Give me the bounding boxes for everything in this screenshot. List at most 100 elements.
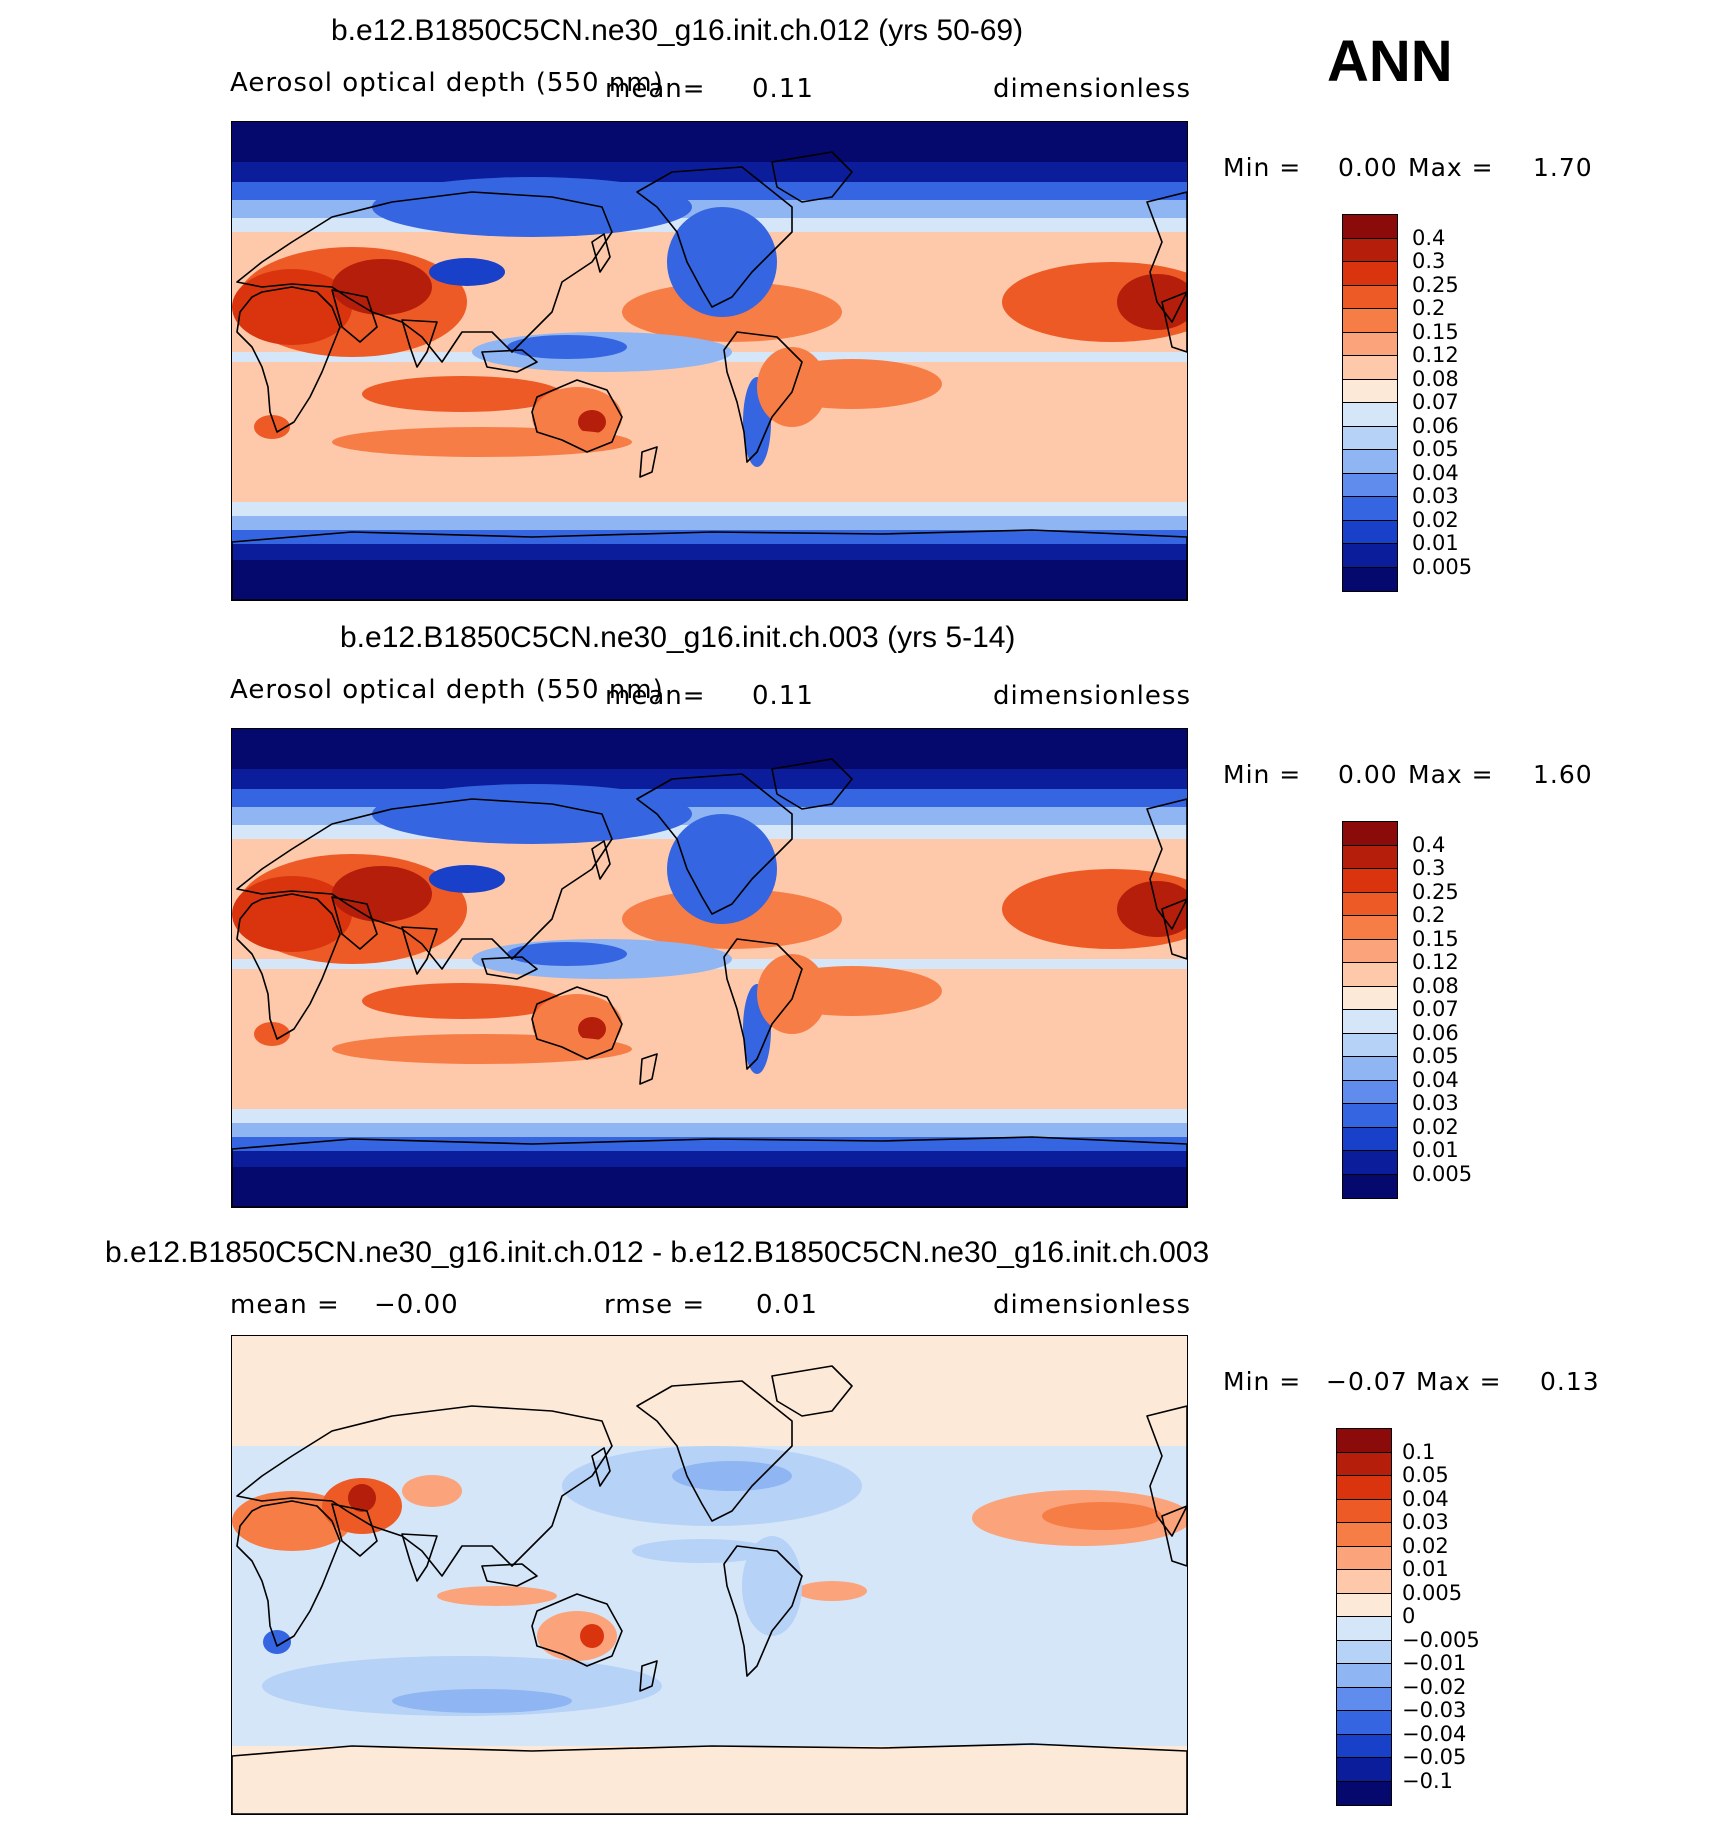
colorbar-swatch bbox=[1343, 1057, 1397, 1081]
colorbar-swatch bbox=[1343, 379, 1397, 403]
mean-value: 0.11 bbox=[752, 74, 814, 104]
colorbar-swatch bbox=[1343, 845, 1397, 869]
colorbar-label: −0.1 bbox=[1402, 1768, 1453, 1793]
colorbar-swatch bbox=[1337, 1640, 1391, 1664]
colorbar-label: 0.12 bbox=[1412, 950, 1459, 974]
aerosol-map bbox=[232, 729, 1187, 1207]
colorbar-swatch bbox=[1343, 450, 1397, 474]
colorbar-swatch bbox=[1343, 1104, 1397, 1128]
units-label: dimensionless bbox=[993, 74, 1191, 104]
colorbar-swatch bbox=[1337, 1429, 1391, 1453]
colorbar-swatch bbox=[1343, 426, 1397, 450]
colorbar-label: 0.04 bbox=[1402, 1486, 1449, 1511]
colorbar-label: 0.01 bbox=[1402, 1557, 1449, 1581]
colorbar-swatch bbox=[1337, 1617, 1391, 1641]
colorbar-swatch bbox=[1337, 1711, 1391, 1735]
colorbar-label: 0.25 bbox=[1412, 272, 1459, 297]
colorbar-label: −0.04 bbox=[1402, 1721, 1467, 1746]
rmse-label: rmse = bbox=[604, 1290, 706, 1320]
colorbar-label: 0.15 bbox=[1412, 926, 1459, 951]
colorbar-swatch bbox=[1343, 520, 1397, 544]
max-label: Max = bbox=[1408, 153, 1494, 182]
colorbar-swatch bbox=[1337, 1734, 1391, 1758]
panel-title: b.e12.B1850C5CN.ne30_g16.init.ch.003 (yr… bbox=[340, 621, 1016, 654]
colorbar-label: 0.07 bbox=[1412, 390, 1459, 414]
colorbar-label: 0.2 bbox=[1412, 903, 1446, 927]
colorbar-boxes bbox=[1336, 1428, 1392, 1806]
mean-label: mean= bbox=[605, 74, 706, 104]
mean-value: −0.00 bbox=[374, 1290, 459, 1320]
colorbar-label: 0.005 bbox=[1412, 554, 1473, 579]
min-value: 0.00 bbox=[1338, 760, 1398, 789]
min-label: Min = bbox=[1223, 153, 1302, 182]
colorbar-label: 0.06 bbox=[1412, 413, 1459, 438]
colorbar-swatch bbox=[1343, 497, 1397, 521]
colorbar-swatch bbox=[1343, 963, 1397, 987]
min-label: Min = bbox=[1223, 1367, 1302, 1396]
colorbar-label: −0.05 bbox=[1402, 1745, 1467, 1769]
colorbar-swatch bbox=[1337, 1758, 1391, 1782]
colorbar-label: 0.12 bbox=[1412, 343, 1459, 367]
colorbar-swatch bbox=[1337, 1593, 1391, 1617]
colorbar-swatch bbox=[1343, 285, 1397, 309]
colorbar-label: 0.03 bbox=[1412, 1091, 1459, 1115]
colorbar-label: 0.25 bbox=[1412, 879, 1459, 904]
colorbar-label: 0.01 bbox=[1412, 1138, 1459, 1162]
colorbar-swatch bbox=[1343, 1033, 1397, 1057]
max-value: 1.60 bbox=[1533, 760, 1593, 789]
colorbar-label: −0.005 bbox=[1402, 1627, 1480, 1652]
colorbar-swatch bbox=[1343, 1127, 1397, 1151]
colorbar-label: 0 bbox=[1402, 1604, 1416, 1628]
max-value: 0.13 bbox=[1540, 1367, 1600, 1396]
colorbar-swatch bbox=[1343, 916, 1397, 940]
colorbar-label: 0.04 bbox=[1412, 460, 1459, 485]
units-label: dimensionless bbox=[993, 1290, 1191, 1320]
colorbar-boxes bbox=[1342, 214, 1398, 592]
colorbar-swatch bbox=[1337, 1664, 1391, 1688]
variable-label: Aerosol optical depth (550 nm) bbox=[230, 675, 664, 705]
panel-title: b.e12.B1850C5CN.ne30_g16.init.ch.012 (yr… bbox=[331, 14, 1024, 47]
colorbar-label: 0.04 bbox=[1412, 1067, 1459, 1092]
colorbar-swatch bbox=[1337, 1781, 1391, 1805]
colorbar-swatch bbox=[1343, 1174, 1397, 1198]
colorbar-label: 0.005 bbox=[1402, 1580, 1463, 1605]
colorbar-label: 0.01 bbox=[1412, 531, 1459, 555]
max-label: Max = bbox=[1408, 760, 1494, 789]
colorbar-swatch bbox=[1343, 309, 1397, 333]
colorbar-swatch bbox=[1337, 1499, 1391, 1523]
map-panel-1 bbox=[231, 121, 1188, 601]
colorbar-swatch bbox=[1343, 939, 1397, 963]
colorbar-label: 0.4 bbox=[1412, 225, 1446, 250]
colorbar-label: −0.02 bbox=[1402, 1674, 1467, 1699]
colorbar-label: 0.1 bbox=[1402, 1439, 1436, 1464]
colorbar-swatch bbox=[1343, 215, 1397, 239]
colorbar-swatch bbox=[1343, 473, 1397, 497]
variable-label: Aerosol optical depth (550 nm) bbox=[230, 68, 664, 98]
aerosol-map bbox=[232, 122, 1187, 600]
colorbar-swatch bbox=[1343, 986, 1397, 1010]
colorbar-label: −0.01 bbox=[1402, 1651, 1467, 1675]
map-panel-2 bbox=[231, 728, 1188, 1208]
colorbar-label: 0.05 bbox=[1412, 1044, 1459, 1068]
units-label: dimensionless bbox=[993, 681, 1191, 711]
colorbar-label: 0.08 bbox=[1412, 973, 1459, 998]
mean-label: mean= bbox=[605, 681, 706, 711]
min-label: Min = bbox=[1223, 760, 1302, 789]
colorbar-swatch bbox=[1337, 1476, 1391, 1500]
colorbar-swatch bbox=[1343, 822, 1397, 846]
panel-title: b.e12.B1850C5CN.ne30_g16.init.ch.012 - b… bbox=[105, 1236, 1210, 1269]
min-value: −0.07 bbox=[1326, 1367, 1408, 1396]
colorbar-label: 0.03 bbox=[1402, 1510, 1449, 1534]
season-label: ANN bbox=[1327, 29, 1453, 94]
colorbar-swatch bbox=[1343, 892, 1397, 916]
colorbar-swatch bbox=[1337, 1687, 1391, 1711]
colorbar-swatch bbox=[1337, 1546, 1391, 1570]
colorbar-label: 0.03 bbox=[1412, 484, 1459, 508]
rmse-value: 0.01 bbox=[756, 1290, 818, 1320]
colorbar-label: 0.05 bbox=[1402, 1463, 1449, 1487]
colorbar-swatch bbox=[1343, 356, 1397, 380]
colorbar-label: 0.15 bbox=[1412, 319, 1459, 344]
mean-value: 0.11 bbox=[752, 681, 814, 711]
colorbar-label: 0.07 bbox=[1412, 997, 1459, 1021]
colorbar-label: 0.08 bbox=[1412, 366, 1459, 391]
